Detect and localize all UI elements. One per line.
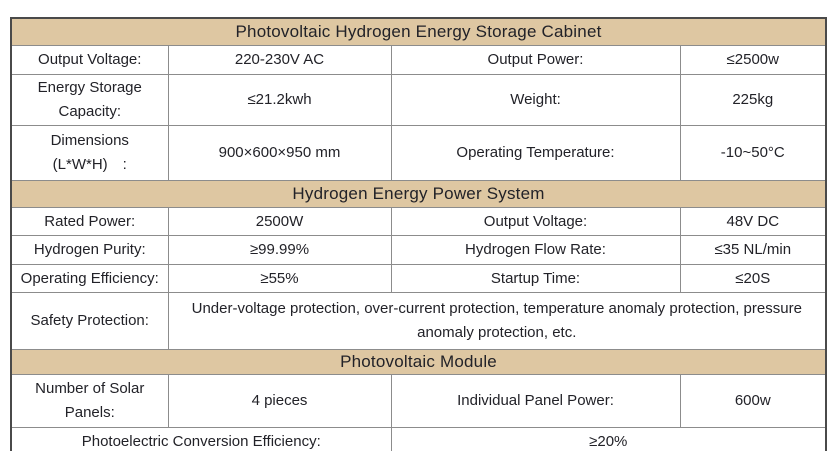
- table-row: Safety Protection: Under-voltage protect…: [10, 292, 827, 350]
- output-voltage-label: Output Voltage:: [10, 45, 169, 75]
- rated-power-label: Rated Power:: [10, 207, 169, 236]
- section-title-cabinet: Photovoltaic Hydrogen Energy Storage Cab…: [10, 17, 827, 46]
- rated-power-value: 2500W: [167, 207, 392, 236]
- table-row: Number of Solar Panels: 4 pieces Individ…: [10, 374, 827, 428]
- operating-efficiency-label: Operating Efficiency:: [10, 264, 169, 293]
- safety-protection-value: Under-voltage protection, over-current p…: [167, 292, 827, 350]
- operating-temperature-value: -10~50°C: [679, 125, 827, 181]
- hydrogen-flow-rate-value: ≤35 NL/min: [679, 235, 827, 265]
- table-row: Rated Power: 2500W Output Voltage: 48V D…: [10, 207, 827, 236]
- hydrogen-flow-rate-label: Hydrogen Flow Rate:: [390, 235, 681, 265]
- section-header-hydrogen-system: Hydrogen Energy Power System: [10, 180, 827, 208]
- output-power-value: ≤2500w: [679, 45, 827, 75]
- safety-protection-label: Safety Protection:: [10, 292, 169, 350]
- startup-time-label: Startup Time:: [390, 264, 681, 293]
- photoelectric-conversion-efficiency-value: ≥20%: [390, 427, 827, 451]
- section-title-hydrogen-system: Hydrogen Energy Power System: [10, 180, 827, 208]
- section-header-cabinet: Photovoltaic Hydrogen Energy Storage Cab…: [10, 17, 827, 46]
- section-header-pv-module: Photovoltaic Module: [10, 349, 827, 375]
- startup-time-value: ≤20S: [679, 264, 827, 293]
- table-row: Dimensions (L*W*H) : 900×600×950 mm Oper…: [10, 125, 827, 181]
- photoelectric-conversion-efficiency-label: Photoelectric Conversion Efficiency:: [10, 427, 392, 451]
- output-voltage-value: 220-230V AC: [167, 45, 392, 75]
- operating-temperature-label: Operating Temperature:: [390, 125, 681, 181]
- output-power-label: Output Power:: [390, 45, 681, 75]
- table-row: Output Voltage: 220-230V AC Output Power…: [10, 45, 827, 75]
- table-row: Energy Storage Capacity: ≤21.2kwh Weight…: [10, 74, 827, 126]
- dimensions-value: 900×600×950 mm: [167, 125, 392, 181]
- table-row: Photoelectric Conversion Efficiency: ≥20…: [10, 427, 827, 451]
- spec-table: Photovoltaic Hydrogen Energy Storage Cab…: [10, 17, 828, 451]
- solar-panels-count-value: 4 pieces: [167, 374, 392, 428]
- individual-panel-power-label: Individual Panel Power:: [390, 374, 681, 428]
- weight-label: Weight:: [390, 74, 681, 126]
- solar-panels-count-label: Number of Solar Panels:: [10, 374, 169, 428]
- dimensions-label: Dimensions (L*W*H) :: [10, 125, 169, 181]
- system-output-voltage-value: 48V DC: [679, 207, 827, 236]
- table-row: Operating Efficiency: ≥55% Startup Time:…: [10, 264, 827, 293]
- table-row: Hydrogen Purity: ≥99.99% Hydrogen Flow R…: [10, 235, 827, 265]
- individual-panel-power-value: 600w: [679, 374, 827, 428]
- weight-value: 225kg: [679, 74, 827, 126]
- hydrogen-purity-label: Hydrogen Purity:: [10, 235, 169, 265]
- energy-storage-capacity-value: ≤21.2kwh: [167, 74, 392, 126]
- section-title-pv-module: Photovoltaic Module: [10, 349, 827, 375]
- hydrogen-purity-value: ≥99.99%: [167, 235, 392, 265]
- operating-efficiency-value: ≥55%: [167, 264, 392, 293]
- energy-storage-capacity-label: Energy Storage Capacity:: [10, 74, 169, 126]
- system-output-voltage-label: Output Voltage:: [390, 207, 681, 236]
